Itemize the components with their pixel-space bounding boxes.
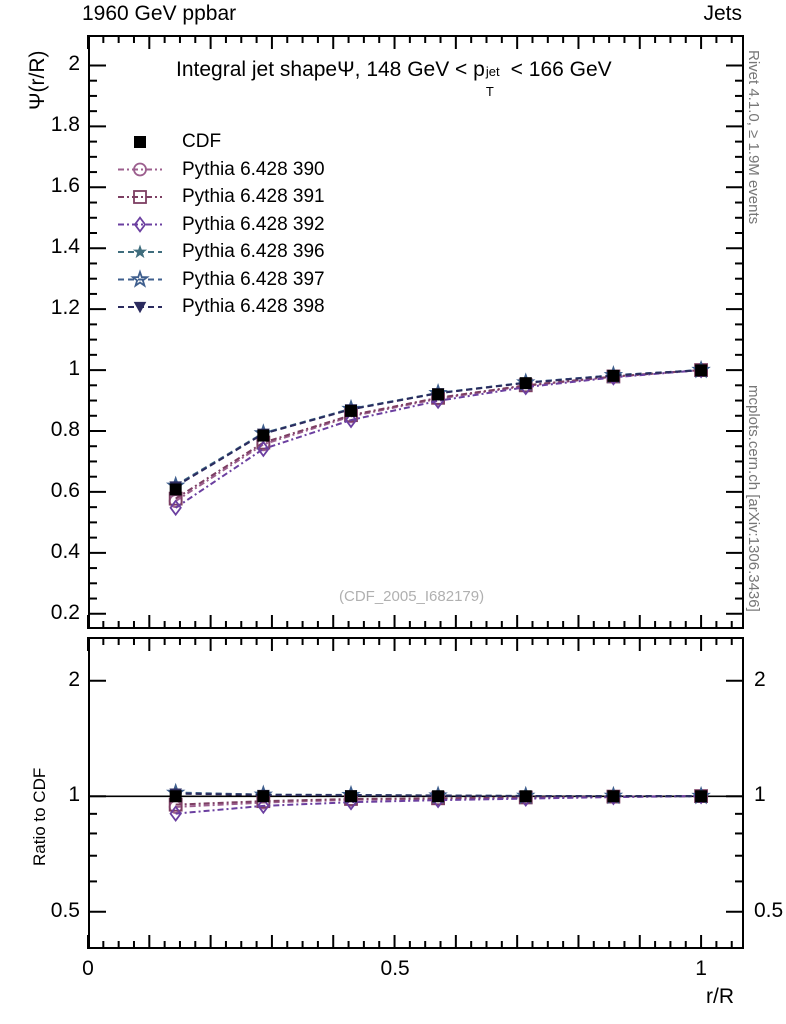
analysis-id-watermark: (CDF_2005_I682179) — [339, 588, 485, 605]
plot-title-psi: Ψ — [337, 58, 355, 81]
legend-label-cdf: CDF — [182, 131, 222, 152]
plot-title-post: < 166 GeV — [504, 58, 612, 81]
legend-key-p396[interactable] — [118, 244, 162, 259]
x-tick-label: 1 — [695, 957, 707, 980]
main-y-tick-label: 1.2 — [50, 296, 80, 320]
legend-marker-cdf — [134, 136, 146, 148]
ratio-point-cdf — [607, 790, 620, 803]
legend-marker-p396 — [132, 244, 148, 259]
main-point-p392 — [257, 440, 270, 458]
ratio-series-cdf — [169, 790, 708, 803]
x-tick-label: 0.5 — [380, 957, 410, 980]
main-point-cdf — [695, 364, 708, 377]
legend-key-p390[interactable] — [118, 162, 162, 177]
legend-label-p390: Pythia 6.428 390 — [182, 158, 325, 180]
ratio-y-tick-label-right: 2 — [754, 667, 766, 691]
legend-label-p396: Pythia 6.428 396 — [182, 241, 325, 262]
plot-title-superscript: jet — [485, 64, 500, 79]
main-y-tick-label: 1.6 — [50, 174, 80, 198]
ratio-y-tick-label-right: 1 — [754, 783, 766, 807]
x-tick-label: 0 — [82, 957, 94, 980]
ratio-plot-frame — [88, 637, 744, 949]
main-y-tick-label: 0.4 — [50, 539, 80, 563]
ratio-y-tick-label-left: 1 — [68, 783, 80, 807]
main-y-tick-label: 0.2 — [50, 600, 80, 624]
header-right-label: Jets — [703, 2, 742, 25]
main-series-p397 — [165, 359, 711, 495]
ratio-y-tick-label-left: 0.5 — [50, 898, 80, 922]
ratio-point-cdf — [345, 790, 358, 803]
legend-label-p397: Pythia 6.428 397 — [182, 268, 325, 290]
ratio-point-cdf — [519, 790, 532, 803]
legend-marker-p397 — [130, 269, 150, 288]
main-y-tick-label: 1 — [68, 357, 80, 381]
main-series-p396 — [168, 362, 709, 492]
legend-key-p392[interactable] — [118, 216, 162, 233]
ratio-point-cdf — [257, 790, 270, 803]
plot-title-pre: Integral jet shape — [176, 58, 338, 81]
main-y-tick-label: 2 — [68, 52, 80, 76]
legend-marker-p392 — [133, 216, 147, 233]
legend-marker-p391 — [133, 190, 147, 204]
ratio-y-tick-label-right: 0.5 — [754, 898, 784, 922]
main-point-cdf — [519, 377, 532, 390]
ratio-point-p392 — [257, 797, 270, 815]
ratio-point-cdf — [169, 790, 182, 803]
main-point-cdf — [432, 388, 445, 401]
main-y-tick-label: 0.8 — [50, 418, 80, 441]
x-axis-title: r/R — [706, 985, 734, 1008]
main-series-cdf — [169, 364, 708, 496]
legend-marker-p390 — [133, 162, 147, 177]
main-y-tick-label: 1.8 — [50, 113, 80, 137]
ratio-point-cdf — [432, 790, 445, 803]
main-y-tick-label: 1.4 — [50, 235, 80, 259]
plot-title: Integral jet shapeΨ, 148 GeV < p jet T <… — [176, 58, 612, 99]
legend-key-p398[interactable] — [118, 301, 162, 314]
legend-key-p397[interactable] — [118, 269, 162, 288]
plot-title-subscript: T — [485, 84, 494, 99]
main-point-cdf — [257, 429, 270, 442]
main-point-cdf — [345, 404, 358, 417]
legend-marker-p398 — [133, 301, 147, 314]
main-point-cdf — [607, 369, 620, 382]
legend-label-p398: Pythia 6.428 398 — [182, 296, 325, 317]
plot-title-mid: , 148 GeV < p — [354, 58, 485, 81]
main-y-tick-label: 0.6 — [50, 478, 80, 502]
legend-key-cdf[interactable] — [134, 136, 146, 148]
main-point-p392 — [169, 499, 182, 517]
main-plot-frame — [88, 35, 744, 629]
ratio-point-p392 — [169, 805, 182, 823]
header-left-label: 1960 GeV ppbar — [82, 2, 237, 25]
ratio-point-cdf — [695, 790, 708, 803]
ratio-y-tick-label-left: 2 — [68, 667, 80, 691]
legend-label-p392: Pythia 6.428 392 — [182, 213, 325, 235]
legend-label-p391: Pythia 6.428 391 — [182, 186, 325, 207]
legend-key-p391[interactable] — [118, 190, 162, 204]
main-point-p392 — [344, 411, 358, 429]
main-point-cdf — [169, 483, 182, 496]
